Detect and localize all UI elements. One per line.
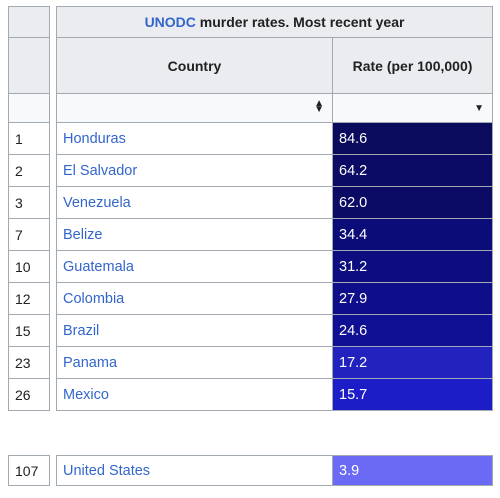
rate-cell: 3.9 [332,455,493,486]
country-cell: Mexico [56,378,333,411]
rate-cell: 64.2 [332,154,493,187]
table-row: 1 [8,122,50,155]
country-cell: El Salvador [56,154,333,187]
country-link[interactable]: United States [63,463,151,479]
table-row: Guatemala 31.2 [56,250,493,283]
rank-cell: 23 [8,346,50,379]
table-row: 2 [8,154,50,187]
table-row: Belize 34.4 [56,218,493,251]
country-cell: Honduras [56,122,333,155]
rank-cell: 26 [8,378,50,411]
table-row: 3 [8,186,50,219]
rank-cell: 15 [8,314,50,347]
country-link[interactable]: Venezuela [63,195,131,211]
rank-cell: 10 [8,250,50,283]
rate-column-header[interactable]: Rate (per 100,000) [332,37,493,94]
country-link[interactable]: Colombia [63,291,125,307]
table-row: Mexico 15.7 [56,378,493,411]
rank-column: 1 2 3 7 10 12 15 23 26 [8,6,50,411]
rank-cell: 2 [8,154,50,187]
rate-sort-cell[interactable]: ▼ [332,93,493,123]
rank-cell: 1 [8,122,50,155]
rate-cell: 24.6 [332,314,493,347]
country-cell: Venezuela [56,186,333,219]
table-row: Honduras 84.6 [56,122,493,155]
rank-cell: 107 [8,455,50,486]
table-row: 12 [8,282,50,315]
country-link[interactable]: Belize [63,227,103,243]
caption-text: murder rates. Most recent year [195,14,405,30]
us-row-table: United States 3.9 [56,455,493,486]
country-cell: Guatemala [56,250,333,283]
country-column-header[interactable]: Country [56,37,333,94]
table-row: 23 [8,346,50,379]
dropdown-arrow-icon[interactable]: ▼ [474,103,484,114]
rank-header-blank [8,37,50,94]
table-row: El Salvador 64.2 [56,154,493,187]
rank-cell: 12 [8,282,50,315]
table-row: Brazil 24.6 [56,314,493,347]
rate-cell: 34.4 [332,218,493,251]
murder-rates-table: UNODC murder rates. Most recent year Cou… [56,6,493,411]
rate-cell: 84.6 [332,122,493,155]
country-link[interactable]: Mexico [63,387,109,403]
table-row: Panama 17.2 [56,346,493,379]
table-row: 26 [8,378,50,411]
table-row: Colombia 27.9 [56,282,493,315]
rank-header-blank [8,6,50,38]
country-link[interactable]: Guatemala [63,259,134,275]
table-row: United States 3.9 [56,455,493,486]
table-row: 7 [8,218,50,251]
country-sort-cell[interactable]: ▲ ▼ [56,93,333,123]
country-link[interactable]: El Salvador [63,163,138,179]
rate-cell: 62.0 [332,186,493,219]
rank-cell: 7 [8,218,50,251]
rate-cell: 27.9 [332,282,493,315]
country-cell: Panama [56,346,333,379]
rank-header-blank [8,93,50,123]
rate-cell: 31.2 [332,250,493,283]
table-caption: UNODC murder rates. Most recent year [56,6,493,38]
rate-cell: 15.7 [332,378,493,411]
country-link[interactable]: Panama [63,355,118,371]
country-cell: Brazil [56,314,333,347]
sort-updown-icon[interactable]: ▲ ▼ [314,98,324,115]
table-row: Venezuela 62.0 [56,186,493,219]
country-link[interactable]: Honduras [63,131,126,147]
country-cell: Belize [56,218,333,251]
unodc-link[interactable]: UNODC [144,14,196,30]
table-row: 10 [8,250,50,283]
country-link[interactable]: Brazil [63,323,100,339]
table-row: 15 [8,314,50,347]
rate-cell: 17.2 [332,346,493,379]
rank-cell: 3 [8,186,50,219]
country-cell: United States [56,455,333,486]
us-rank-table: 107 [8,455,50,486]
country-cell: Colombia [56,282,333,315]
